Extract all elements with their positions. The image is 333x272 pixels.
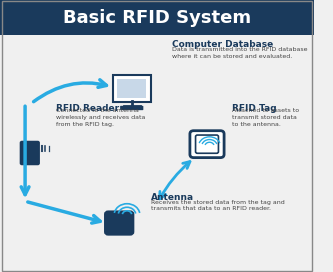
Text: Antenna: Antenna <box>151 193 194 202</box>
Text: Receives the stored data from the tag and
transmits that data to an RFID reader.: Receives the stored data from the tag an… <box>151 200 284 211</box>
Text: RFID Reader: RFID Reader <box>57 104 120 113</box>
FancyBboxPatch shape <box>117 79 147 98</box>
FancyBboxPatch shape <box>23 154 35 164</box>
Text: Connected to the antenna
wirelessly and receives data
from the RFID tag.: Connected to the antenna wirelessly and … <box>57 109 146 126</box>
FancyBboxPatch shape <box>120 106 143 110</box>
Text: Basic RFID System: Basic RFID System <box>63 9 251 27</box>
FancyBboxPatch shape <box>105 212 133 234</box>
FancyBboxPatch shape <box>190 131 224 158</box>
Text: Attached to assets to
transmit stored data
to the antenna.: Attached to assets to transmit stored da… <box>232 109 299 126</box>
FancyBboxPatch shape <box>113 75 151 102</box>
Text: Computer Database: Computer Database <box>172 40 274 50</box>
FancyBboxPatch shape <box>0 0 314 35</box>
Text: RFID Tag: RFID Tag <box>232 104 277 113</box>
FancyBboxPatch shape <box>20 141 39 165</box>
Text: Data is transmitted into the RFID database
where it can be stored and evaluated.: Data is transmitted into the RFID databa… <box>172 47 308 59</box>
